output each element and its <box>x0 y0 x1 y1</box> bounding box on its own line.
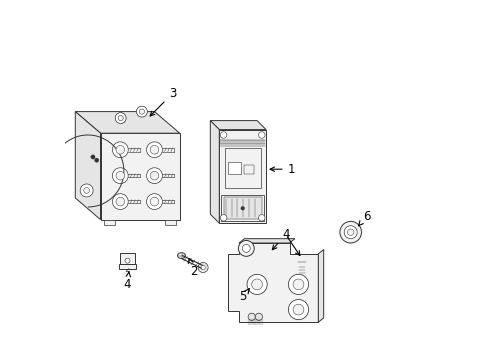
Circle shape <box>241 207 244 210</box>
Circle shape <box>246 274 266 294</box>
Circle shape <box>258 215 264 221</box>
Circle shape <box>118 116 123 121</box>
FancyBboxPatch shape <box>223 197 261 219</box>
Polygon shape <box>210 121 219 223</box>
Circle shape <box>201 265 205 270</box>
Polygon shape <box>75 112 101 220</box>
Circle shape <box>146 194 162 210</box>
Circle shape <box>288 274 308 294</box>
Polygon shape <box>318 249 323 322</box>
Ellipse shape <box>297 259 306 265</box>
FancyBboxPatch shape <box>224 148 260 188</box>
FancyBboxPatch shape <box>228 162 241 174</box>
Circle shape <box>116 197 124 206</box>
Circle shape <box>150 145 159 154</box>
Circle shape <box>112 168 128 184</box>
Circle shape <box>264 257 275 269</box>
Polygon shape <box>75 112 179 133</box>
Text: 6: 6 <box>358 210 370 226</box>
Circle shape <box>258 132 264 138</box>
Polygon shape <box>104 220 115 225</box>
Text: 5: 5 <box>239 289 249 303</box>
Text: 4: 4 <box>272 228 289 250</box>
Circle shape <box>116 145 124 154</box>
Circle shape <box>242 244 250 252</box>
Circle shape <box>115 113 126 123</box>
Circle shape <box>112 194 128 210</box>
Circle shape <box>80 184 93 197</box>
Circle shape <box>116 171 124 180</box>
Circle shape <box>198 262 208 273</box>
Text: 4: 4 <box>123 272 131 291</box>
Circle shape <box>83 188 89 193</box>
Ellipse shape <box>177 253 185 258</box>
Circle shape <box>292 279 303 290</box>
Circle shape <box>150 171 159 180</box>
Circle shape <box>91 155 95 159</box>
Circle shape <box>94 158 99 162</box>
Circle shape <box>251 279 262 290</box>
Text: 1: 1 <box>269 163 294 176</box>
Circle shape <box>115 113 126 123</box>
FancyBboxPatch shape <box>120 253 135 266</box>
Circle shape <box>136 106 147 117</box>
Circle shape <box>339 221 361 243</box>
Circle shape <box>220 215 226 221</box>
Circle shape <box>238 240 254 256</box>
Circle shape <box>139 109 144 114</box>
Circle shape <box>146 168 162 184</box>
Polygon shape <box>239 239 294 243</box>
Circle shape <box>288 300 308 320</box>
Polygon shape <box>210 121 265 130</box>
Polygon shape <box>219 130 265 223</box>
Circle shape <box>118 116 123 121</box>
Circle shape <box>220 132 226 138</box>
Circle shape <box>347 229 353 235</box>
Polygon shape <box>101 133 179 220</box>
Polygon shape <box>165 220 176 225</box>
FancyBboxPatch shape <box>119 264 136 269</box>
Text: 2: 2 <box>188 258 198 278</box>
Circle shape <box>266 260 272 265</box>
Circle shape <box>344 226 356 239</box>
Polygon shape <box>228 243 318 322</box>
Circle shape <box>255 313 262 320</box>
Circle shape <box>292 304 303 315</box>
FancyBboxPatch shape <box>221 195 264 221</box>
Circle shape <box>150 197 159 206</box>
Circle shape <box>112 142 128 158</box>
Circle shape <box>136 106 147 117</box>
Circle shape <box>299 265 305 270</box>
Circle shape <box>259 253 279 273</box>
Text: 3: 3 <box>150 87 176 116</box>
Circle shape <box>247 313 255 320</box>
Circle shape <box>125 258 130 263</box>
Circle shape <box>146 142 162 158</box>
Circle shape <box>139 109 144 114</box>
